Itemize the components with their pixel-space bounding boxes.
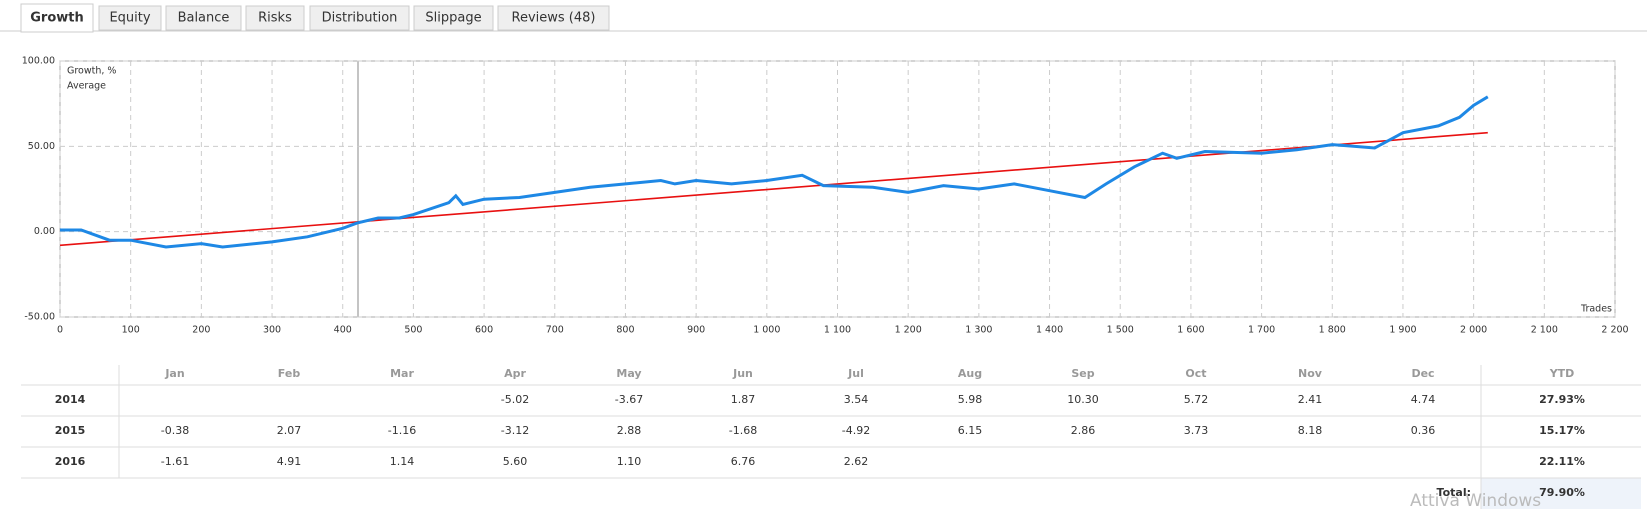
column-header: Dec <box>1411 367 1434 380</box>
tab-label[interactable]: Slippage <box>425 11 481 26</box>
tab-label[interactable]: Distribution <box>322 11 398 26</box>
column-header: Jan <box>164 367 184 380</box>
series-line <box>60 95 1489 249</box>
x-tick-label: 800 <box>616 325 634 336</box>
month-value: 2.41 <box>1298 393 1323 406</box>
column-header: Mar <box>390 367 414 380</box>
column-header: YTD <box>1549 367 1575 380</box>
total-cell <box>1481 478 1641 509</box>
y-tick-label: 50.00 <box>28 141 55 152</box>
x-tick-label: 900 <box>687 325 705 336</box>
x-tick-label: 1 400 <box>1036 325 1063 336</box>
x-tick-label: 400 <box>334 325 352 336</box>
x-tick-label: 1 900 <box>1389 325 1416 336</box>
x-axis-label: Trades <box>1580 304 1612 315</box>
x-tick-label: 100 <box>122 325 140 336</box>
month-value: -0.38 <box>161 424 189 437</box>
month-value: 5.98 <box>958 393 983 406</box>
y-tick-label: 0.00 <box>34 226 55 237</box>
column-header: Feb <box>278 367 301 380</box>
month-value: 6.76 <box>731 455 756 468</box>
year: 2015 <box>55 424 86 437</box>
month-value: 2.07 <box>277 424 302 437</box>
x-tick-label: 1 700 <box>1248 325 1275 336</box>
x-tick-label: 1 300 <box>965 325 992 336</box>
month-value: 5.60 <box>503 455 528 468</box>
tab-label[interactable]: Balance <box>178 11 230 26</box>
tab-label[interactable]: Risks <box>258 11 292 26</box>
y-tick-label: 100.00 <box>22 56 55 67</box>
month-value: -1.61 <box>161 455 189 468</box>
month-value: 10.30 <box>1067 393 1099 406</box>
x-tick-label: 600 <box>475 325 493 336</box>
month-value: 2.86 <box>1071 424 1096 437</box>
column-header: Jul <box>847 367 864 380</box>
month-value: -1.68 <box>729 424 757 437</box>
tab[interactable] <box>309 5 410 31</box>
x-tick-label: 1 200 <box>895 325 922 336</box>
tab-label[interactable]: Reviews (48) <box>512 11 596 26</box>
x-tick-label: 1 600 <box>1177 325 1204 336</box>
tab[interactable] <box>20 3 94 33</box>
month-value: 1.14 <box>390 455 415 468</box>
column-header: Oct <box>1185 367 1206 380</box>
ytd-value: 22.11% <box>1539 455 1585 468</box>
tab[interactable] <box>98 5 162 31</box>
tab[interactable] <box>165 5 242 31</box>
column-header: May <box>616 367 641 380</box>
month-value: -1.16 <box>388 424 416 437</box>
x-tick-label: 1 800 <box>1319 325 1346 336</box>
column-header: Jun <box>732 367 753 380</box>
x-tick-label: 700 <box>546 325 564 336</box>
tab[interactable] <box>497 5 610 31</box>
x-tick-label: 200 <box>192 325 210 336</box>
month-value: 1.10 <box>617 455 642 468</box>
month-value: 8.18 <box>1298 424 1323 437</box>
column-header: Sep <box>1071 367 1094 380</box>
x-tick-label: 2 100 <box>1531 325 1558 336</box>
month-value: -5.02 <box>501 393 529 406</box>
x-tick-label: 1 500 <box>1107 325 1134 336</box>
month-value: 6.15 <box>958 424 983 437</box>
month-value: 0.36 <box>1411 424 1436 437</box>
month-value: 2.88 <box>617 424 642 437</box>
month-value: -3.12 <box>501 424 529 437</box>
total-value: 79.90% <box>1539 486 1585 499</box>
month-value: 4.91 <box>277 455 302 468</box>
column-header: Apr <box>504 367 526 380</box>
tab[interactable] <box>245 5 305 31</box>
ytd-value: 27.93% <box>1539 393 1585 406</box>
year: 2016 <box>55 455 86 468</box>
tab-label[interactable]: Growth <box>30 11 84 26</box>
month-value: 2.62 <box>844 455 869 468</box>
year: 2014 <box>55 393 86 406</box>
x-tick-label: 2 200 <box>1601 325 1628 336</box>
column-header: Nov <box>1298 367 1323 380</box>
month-value: 1.87 <box>731 393 756 406</box>
legend-entry: Average <box>67 81 106 92</box>
x-tick-label: 1 100 <box>824 325 851 336</box>
month-value: 3.73 <box>1184 424 1209 437</box>
month-value: -3.67 <box>615 393 643 406</box>
watermark: Attiva Windows <box>1410 491 1541 511</box>
x-tick-label: 2 000 <box>1460 325 1487 336</box>
tab-label[interactable]: Equity <box>109 11 150 26</box>
column-header: Aug <box>958 367 982 380</box>
x-tick-label: 1 000 <box>753 325 780 336</box>
x-tick-label: 0 <box>57 325 63 336</box>
x-tick-label: 500 <box>404 325 422 336</box>
legend-entry: Growth, % <box>67 66 116 77</box>
y-tick-label: -50.00 <box>24 312 55 323</box>
tab[interactable] <box>413 5 494 31</box>
month-value: 3.54 <box>844 393 869 406</box>
month-value: 5.72 <box>1184 393 1209 406</box>
month-value: 4.74 <box>1411 393 1436 406</box>
total-label: Total: <box>1437 486 1471 499</box>
month-value: -4.92 <box>842 424 870 437</box>
ytd-value: 15.17% <box>1539 424 1585 437</box>
x-tick-label: 300 <box>263 325 281 336</box>
